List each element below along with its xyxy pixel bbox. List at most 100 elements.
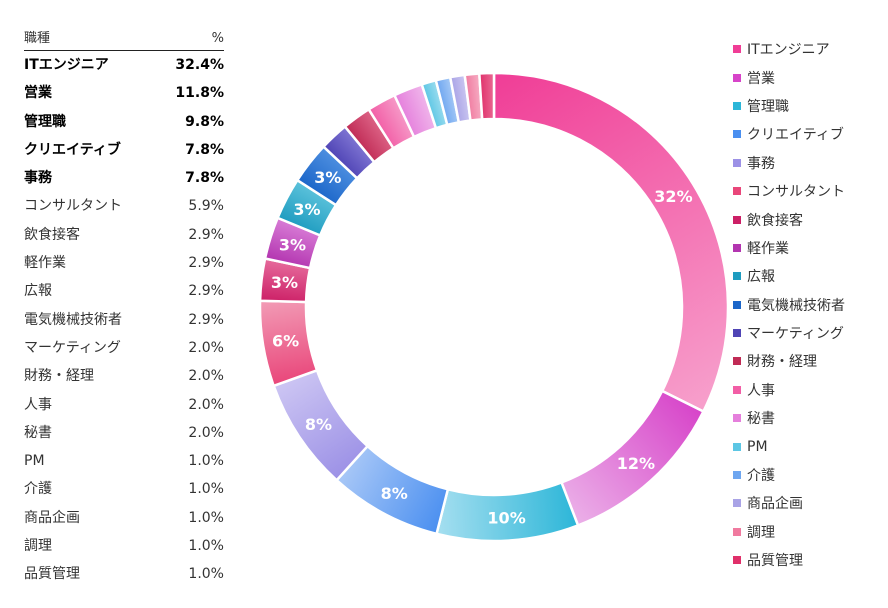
table-row: 品質管理 1.0% [24, 560, 224, 588]
table-cell-category: 電気機械技術者 [24, 311, 122, 328]
legend-item: 調理 [733, 518, 883, 546]
legend-swatch [733, 414, 741, 423]
legend-label: 事務 [747, 155, 775, 172]
table-row: 電気機械技術者 2.9% [24, 306, 224, 334]
legend-swatch [733, 130, 741, 139]
legend-label: 介護 [747, 468, 775, 485]
legend-item: 軽作業 [733, 234, 883, 262]
slice-label: 6% [272, 331, 299, 350]
table-cell-percent: 2.0% [188, 396, 224, 413]
legend-swatch [733, 499, 741, 508]
legend-swatch [733, 272, 741, 281]
legend-item: 商品企画 [733, 489, 883, 517]
donut-slice [492, 71, 730, 414]
table-header: 職種 % [24, 28, 224, 51]
table-row: コンサルタント 5.9% [24, 192, 224, 220]
table-cell-percent: 7.8% [185, 170, 224, 187]
table-row: 秘書 2.0% [24, 419, 224, 447]
table-cell-percent: 2.9% [188, 283, 224, 300]
legend-item: 秘書 [733, 404, 883, 432]
table-row: 財務・経理 2.0% [24, 362, 224, 390]
legend-item: 事務 [733, 149, 883, 177]
legend-swatch [733, 187, 741, 196]
legend-item: 品質管理 [733, 546, 883, 574]
legend-swatch [733, 442, 741, 451]
legend-label: 営業 [747, 70, 775, 87]
legend-label: 飲食接客 [747, 212, 803, 229]
legend-swatch [733, 101, 741, 110]
slice-label: 32% [654, 187, 692, 206]
legend-label: 商品企画 [747, 496, 803, 513]
table-cell-percent: 11.8% [175, 85, 224, 102]
slice-label: 8% [305, 415, 332, 434]
table-row: 営業 11.8% [24, 79, 224, 107]
table-body: ITエンジニア 32.4% 営業 11.8% 管理職 9.8% クリエイティブ 7.8% 事務 7… [24, 51, 224, 589]
table-cell-category: 営業 [24, 85, 52, 102]
table-row: 調理 1.0% [24, 532, 224, 560]
table-cell-category: 飲食接客 [24, 226, 80, 243]
table-cell-category: 事務 [24, 170, 52, 187]
legend-label: 調理 [747, 524, 775, 541]
slice-label: 12% [617, 454, 655, 473]
table-row: 人事 2.0% [24, 391, 224, 419]
table-row: 管理職 9.8% [24, 108, 224, 136]
table-cell-percent: 1.0% [188, 538, 224, 555]
table-row: 商品企画 1.0% [24, 504, 224, 532]
legend-item: PM [733, 432, 883, 460]
table-cell-percent: 2.0% [188, 368, 224, 385]
table-cell-percent: 7.8% [185, 141, 224, 158]
legend-swatch [733, 158, 741, 167]
table-cell-percent: 32.4% [175, 57, 224, 73]
legend-swatch [733, 471, 741, 480]
slice-label: 3% [314, 168, 341, 187]
legend-label: 人事 [747, 382, 775, 399]
legend: ITエンジニア 営業 管理職 クリエイティブ 事務 コンサルタント 飲食接客 軽作業 広報 電気機… [733, 35, 883, 574]
table-cell-percent: 1.0% [188, 509, 224, 526]
table-cell-category: コンサルタント [24, 198, 122, 215]
table-cell-category: 秘書 [24, 424, 52, 441]
legend-label: 品質管理 [747, 553, 803, 570]
legend-swatch [733, 329, 741, 338]
table-cell-category: ITエンジニア [24, 57, 109, 73]
table-cell-category: マーケティング [24, 339, 121, 356]
table-row: 広報 2.9% [24, 277, 224, 305]
legend-label: 軽作業 [747, 240, 789, 257]
legend-label: 財務・経理 [747, 354, 817, 371]
legend-item: 財務・経理 [733, 347, 883, 375]
legend-swatch [733, 45, 741, 54]
legend-swatch [733, 215, 741, 224]
table-row: クリエイティブ 7.8% [24, 136, 224, 164]
table-cell-percent: 2.0% [188, 424, 224, 441]
table-cell-percent: 9.8% [185, 113, 224, 130]
legend-label: クリエイティブ [747, 127, 844, 144]
legend-swatch [733, 300, 741, 309]
table-cell-category: 広報 [24, 283, 52, 300]
table-row: 飲食接客 2.9% [24, 221, 224, 249]
legend-item: マーケティング [733, 319, 883, 347]
table-header-category: 職種 [24, 31, 51, 46]
legend-swatch [733, 527, 741, 536]
slice-label: 3% [279, 236, 306, 255]
legend-swatch [733, 357, 741, 366]
table-cell-category: クリエイティブ [24, 141, 121, 158]
table-cell-percent: 1.0% [188, 566, 224, 583]
table-cell-category: 管理職 [24, 113, 66, 130]
legend-label: ITエンジニア [747, 42, 830, 59]
legend-item: 人事 [733, 376, 883, 404]
table-cell-percent: 5.9% [188, 198, 224, 215]
donut-slice [477, 71, 496, 121]
data-table: 職種 % ITエンジニア 32.4% 営業 11.8% 管理職 9.8% クリエイティブ 7.… [24, 28, 224, 589]
slice-label: 10% [487, 509, 525, 528]
legend-label: 電気機械技術者 [747, 297, 845, 314]
legend-item: コンサルタント [733, 177, 883, 205]
table-cell-percent: 2.9% [188, 255, 224, 272]
table-row: ITエンジニア 32.4% [24, 51, 224, 79]
table-cell-percent: 2.9% [188, 226, 224, 243]
table-row: 介護 1.0% [24, 475, 224, 503]
legend-label: PM [747, 438, 768, 455]
table-cell-category: 商品企画 [24, 509, 80, 526]
legend-swatch [733, 385, 741, 394]
legend-item: 広報 [733, 262, 883, 290]
table-cell-percent: 2.9% [188, 311, 224, 328]
